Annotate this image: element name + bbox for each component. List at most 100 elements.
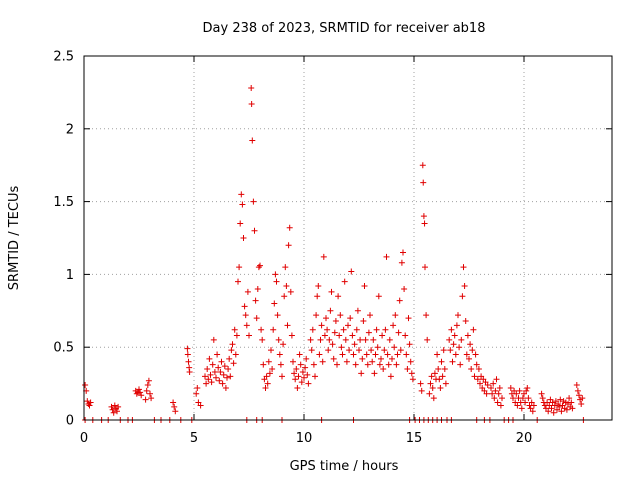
data-point <box>318 322 325 329</box>
axis-ticks: 0 0.5 1 1.5 2 2.5 0 5 10 15 20 <box>53 50 612 446</box>
data-point <box>274 312 281 319</box>
data-point <box>556 403 563 410</box>
data-point <box>474 376 481 383</box>
data-point <box>409 376 416 383</box>
data-point <box>346 347 353 354</box>
data-point <box>351 341 358 348</box>
data-point <box>497 402 504 409</box>
data-point <box>259 336 266 343</box>
data-point <box>147 390 153 397</box>
data-point <box>579 395 586 402</box>
data-point <box>418 387 425 394</box>
data-point <box>262 384 269 391</box>
data-point <box>429 384 436 391</box>
data-point <box>310 361 317 368</box>
data-point <box>208 379 215 386</box>
data-point <box>227 373 234 380</box>
data-point <box>381 347 388 354</box>
data-point <box>392 312 399 319</box>
data-point <box>423 312 430 319</box>
data-point <box>111 402 118 409</box>
data-point <box>420 179 427 186</box>
data-point <box>400 249 406 256</box>
data-point <box>513 390 520 397</box>
data-point <box>293 366 300 373</box>
data-point <box>334 361 340 368</box>
data-point <box>522 399 529 406</box>
data-point <box>574 387 581 394</box>
data-point <box>172 408 179 415</box>
data-point <box>384 351 391 358</box>
data-point <box>321 332 328 339</box>
data-point <box>242 312 249 319</box>
data-point <box>233 332 240 339</box>
y-tick-label: 2 <box>66 122 74 137</box>
data-point <box>473 361 480 368</box>
data-point <box>573 382 580 389</box>
data-point <box>390 322 397 329</box>
data-point <box>225 366 232 373</box>
data-point <box>263 373 270 380</box>
data-point <box>459 293 466 300</box>
data-point <box>277 361 284 368</box>
data-point <box>298 379 305 386</box>
data-point <box>385 361 392 368</box>
data-point <box>406 341 413 348</box>
data-point <box>440 347 447 354</box>
data-point <box>358 370 365 377</box>
data-point <box>207 371 214 378</box>
data-point <box>214 351 221 358</box>
data-point <box>530 402 537 409</box>
data-point <box>404 366 411 373</box>
data-point <box>337 312 344 319</box>
data-point <box>348 268 355 275</box>
data-point <box>114 408 120 415</box>
data-point <box>563 406 570 413</box>
data-point <box>391 344 398 351</box>
data-point <box>280 341 287 348</box>
data-point <box>246 332 252 339</box>
data-point <box>238 191 245 198</box>
data-point <box>464 332 471 339</box>
data-point <box>461 283 468 290</box>
data-point <box>170 399 177 406</box>
data-point <box>284 322 291 329</box>
data-point <box>296 351 303 358</box>
data-point <box>393 361 400 368</box>
data-point <box>494 399 501 406</box>
data-point <box>297 361 304 368</box>
data-point <box>211 368 218 375</box>
data-point <box>265 358 272 365</box>
data-point <box>273 278 280 285</box>
data-point <box>203 380 210 387</box>
data-point <box>186 368 193 375</box>
data-point <box>495 390 502 397</box>
data-point <box>421 220 428 227</box>
data-point <box>551 402 558 409</box>
data-point <box>276 351 283 358</box>
data-point <box>375 293 382 300</box>
data-point <box>557 396 564 403</box>
data-point <box>363 351 370 358</box>
data-point <box>250 198 257 205</box>
data-point <box>258 326 265 333</box>
data-point <box>469 347 476 354</box>
data-point <box>197 402 204 409</box>
data-point <box>205 376 212 383</box>
data-point <box>496 384 503 391</box>
data-point <box>275 336 282 343</box>
data-point <box>507 384 514 391</box>
data-point <box>455 312 461 319</box>
data-point <box>239 201 246 208</box>
data-point <box>307 336 314 343</box>
data-point <box>109 406 116 413</box>
data-point <box>228 347 235 354</box>
data-point <box>138 392 145 399</box>
data-point <box>288 332 295 339</box>
data-point <box>252 297 259 304</box>
data-point <box>514 402 521 409</box>
data-point <box>143 387 150 394</box>
data-point <box>446 336 453 343</box>
data-point <box>309 326 316 333</box>
data-point <box>184 345 191 352</box>
